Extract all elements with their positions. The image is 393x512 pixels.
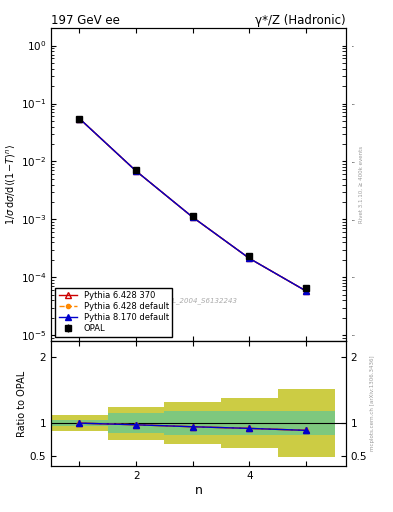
- Line: Pythia 6.428 370: Pythia 6.428 370: [77, 116, 309, 294]
- Pythia 6.428 default: [77, 116, 82, 122]
- Y-axis label: Ratio to OPAL: Ratio to OPAL: [17, 370, 27, 437]
- Pythia 6.428 default: [191, 214, 195, 220]
- Pythia 8.170 default: [77, 116, 82, 122]
- Text: 197 GeV ee: 197 GeV ee: [51, 14, 120, 27]
- Pythia 6.428 default: [134, 168, 138, 174]
- Pythia 8.170 default: [247, 255, 252, 262]
- Pythia 8.170 default: [134, 168, 138, 174]
- X-axis label: n: n: [195, 483, 202, 497]
- Pythia 6.428 370: [247, 255, 252, 262]
- Y-axis label: $1/\sigma\,\mathrm{d}\sigma/\mathrm{d}\langle(1\!-\!T)^n\rangle$: $1/\sigma\,\mathrm{d}\sigma/\mathrm{d}\l…: [4, 144, 18, 225]
- Pythia 8.170 default: [191, 214, 195, 220]
- Pythia 6.428 370: [134, 168, 138, 174]
- Text: OPAL_2004_S6132243: OPAL_2004_S6132243: [159, 297, 238, 304]
- Pythia 8.170 default: [304, 288, 309, 294]
- Pythia 6.428 default: [247, 255, 252, 262]
- Pythia 6.428 370: [191, 214, 195, 220]
- Pythia 6.428 370: [304, 288, 309, 294]
- Line: Pythia 8.170 default: Pythia 8.170 default: [77, 116, 309, 294]
- Pythia 6.428 default: [304, 288, 309, 294]
- Pythia 6.428 370: [77, 116, 82, 122]
- Text: γ*/Z (Hadronic): γ*/Z (Hadronic): [255, 14, 346, 27]
- Legend: Pythia 6.428 370, Pythia 6.428 default, Pythia 8.170 default, OPAL: Pythia 6.428 370, Pythia 6.428 default, …: [55, 288, 172, 337]
- Y-axis label: mcplots.cern.ch [arXiv:1306.3436]: mcplots.cern.ch [arXiv:1306.3436]: [370, 355, 375, 451]
- Y-axis label: Rivet 3.1.10, ≥ 400k events: Rivet 3.1.10, ≥ 400k events: [359, 146, 364, 223]
- Line: Pythia 6.428 default: Pythia 6.428 default: [77, 117, 308, 293]
